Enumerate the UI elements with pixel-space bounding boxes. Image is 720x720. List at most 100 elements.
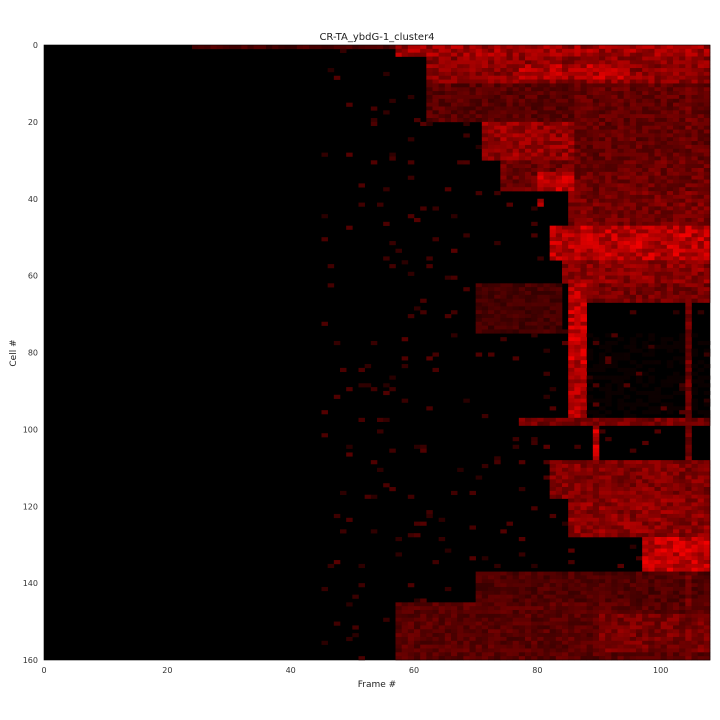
heatmap-cell [500, 164, 507, 169]
heatmap-cell [679, 294, 686, 299]
heatmap-cell [648, 583, 655, 588]
heatmap-cell [617, 94, 624, 100]
heatmap-cell [654, 79, 661, 84]
heatmap-cell [531, 440, 538, 446]
heatmap-cell [654, 179, 661, 184]
heatmap-cell [537, 171, 544, 176]
heatmap-cell [543, 148, 550, 153]
heatmap-cell [703, 291, 711, 296]
heatmap-cell [611, 648, 618, 653]
heatmap-cell [611, 490, 618, 496]
heatmap-cell [666, 106, 674, 111]
heatmap-cell [703, 64, 711, 69]
heatmap-cell [673, 164, 680, 169]
heatmap-cell [611, 279, 618, 284]
heatmap-cell [512, 437, 520, 442]
heatmap-cell [451, 490, 458, 496]
heatmap-cell [537, 617, 544, 622]
heatmap-cell [623, 260, 631, 265]
heatmap-cell [469, 636, 476, 642]
heatmap-cell [660, 179, 668, 184]
heatmap-cell [685, 429, 692, 434]
heatmap-cell [611, 194, 618, 200]
heatmap-cell [537, 594, 544, 599]
heatmap-cell [500, 617, 507, 622]
heatmap-cell [629, 617, 637, 622]
heatmap-cell [555, 610, 563, 615]
heatmap-cell [611, 379, 618, 384]
heatmap-cell [599, 45, 606, 50]
heatmap-cell [494, 64, 501, 69]
heatmap-cell [525, 137, 532, 142]
heatmap-cell [599, 417, 606, 422]
heatmap-cell [592, 106, 600, 111]
heatmap-cell [642, 214, 649, 219]
heatmap-cell [685, 52, 692, 57]
heatmap-cell [407, 636, 415, 642]
heatmap-cell [673, 125, 680, 130]
heatmap-cell [605, 252, 612, 257]
heatmap-cell [685, 325, 692, 330]
heatmap-cell [697, 141, 705, 146]
heatmap-cell [611, 502, 618, 507]
heatmap-cell [543, 125, 550, 130]
heatmap-cell [648, 298, 655, 303]
heatmap-cell [666, 364, 674, 369]
heatmap-cell [500, 337, 507, 342]
heatmap-cell [636, 75, 643, 80]
heatmap-cell [364, 45, 372, 50]
heatmap-cell [691, 598, 698, 603]
heatmap-cell [605, 144, 612, 150]
heatmap-cell [605, 275, 612, 280]
heatmap-cell [605, 56, 612, 61]
heatmap-cell [531, 656, 538, 661]
heatmap-cell [426, 114, 433, 119]
heatmap-cell [586, 279, 594, 284]
heatmap-cell [432, 87, 439, 92]
heatmap-cell [685, 129, 692, 134]
heatmap-cell [697, 513, 705, 519]
heatmap-cell [636, 71, 643, 77]
heatmap-cell [562, 494, 569, 499]
heatmap-cell [703, 121, 711, 127]
heatmap-cell [703, 613, 711, 619]
heatmap-cell [580, 291, 587, 296]
heatmap-cell [636, 114, 643, 119]
heatmap-cell [611, 217, 618, 223]
heatmap-cell [506, 68, 513, 73]
heatmap-cell [654, 556, 661, 561]
heatmap-cell [420, 633, 427, 638]
heatmap-cell [444, 548, 452, 553]
heatmap-cell [654, 202, 661, 207]
heatmap-cell [654, 91, 661, 96]
heatmap-cell [648, 229, 655, 234]
heatmap-cell [660, 625, 668, 630]
heatmap-cell [506, 586, 513, 592]
heatmap-cell [543, 45, 550, 50]
heatmap-cell [611, 417, 618, 422]
heatmap-cell [666, 483, 674, 488]
heatmap-cell [691, 364, 698, 369]
heatmap-cell [574, 648, 581, 653]
heatmap-cell [500, 110, 507, 115]
heatmap-cell [481, 579, 489, 584]
heatmap-cell [685, 560, 692, 565]
heatmap-cell [611, 375, 618, 380]
heatmap-cell [383, 110, 390, 115]
heatmap-cell [623, 475, 631, 480]
heatmap-cell [691, 121, 698, 127]
heatmap-cell [383, 71, 390, 77]
heatmap-cell [697, 87, 705, 92]
heatmap-cell [605, 360, 612, 365]
heatmap-cell [512, 579, 520, 584]
heatmap-cell [623, 606, 631, 611]
heatmap-cell [654, 610, 661, 615]
heatmap-cell [451, 633, 458, 638]
heatmap-cell [599, 56, 606, 61]
heatmap-cell [432, 102, 439, 107]
heatmap-cell [488, 52, 495, 57]
heatmap-cell [617, 210, 624, 215]
heatmap-cell [685, 279, 692, 284]
heatmap-cell [475, 283, 483, 288]
heatmap-cell [512, 287, 520, 292]
